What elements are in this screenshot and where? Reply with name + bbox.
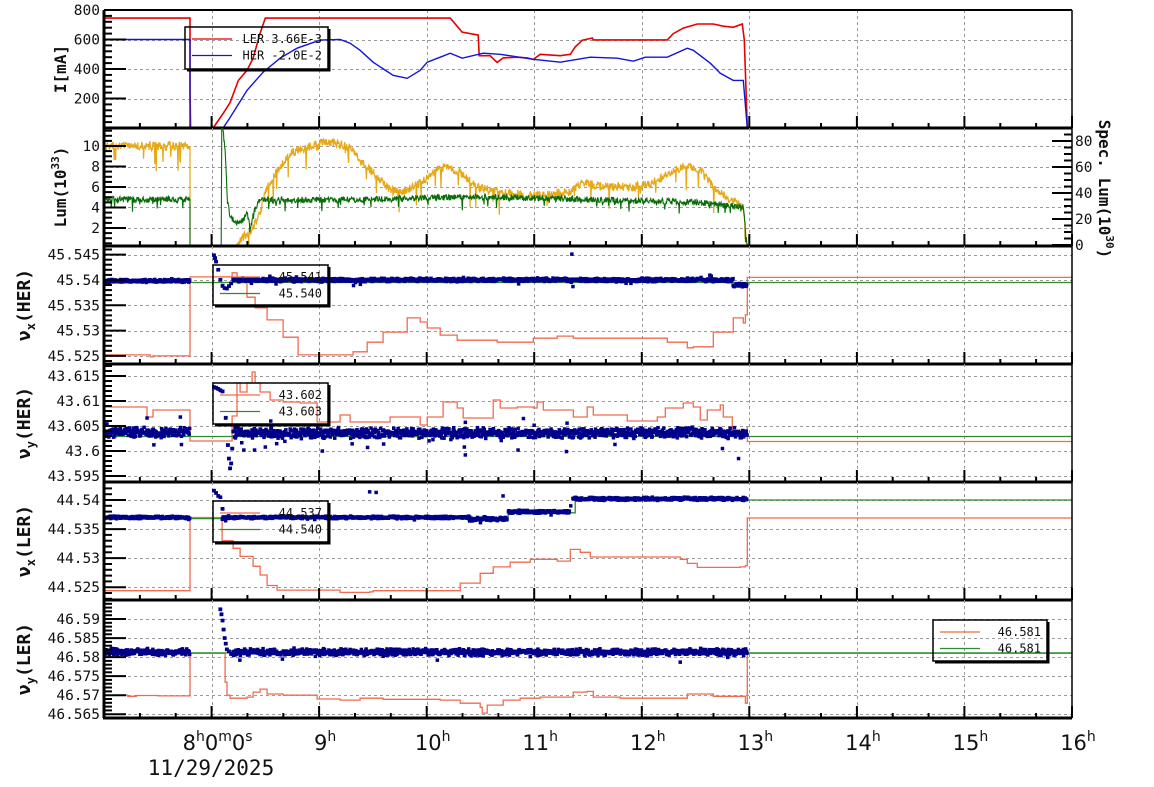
y-tick-label: 44.525 (48, 580, 100, 596)
right-y-axis-title-main: Spec. Lum(10 (1095, 120, 1114, 236)
right-y-tick-label: 0 (1075, 238, 1084, 254)
x-tick-value: 8 (183, 731, 196, 755)
y-axis-title: νx(HER) (14, 269, 38, 341)
y-tick-label: 44.54 (56, 493, 100, 509)
x-tick-value: 9 (314, 731, 327, 755)
right-y-tick-label: 80 (1075, 134, 1092, 150)
x-tick-unit: h (327, 729, 336, 745)
x-tick-unit: h (549, 729, 558, 745)
y-axis-title: νy(HER) (14, 387, 38, 459)
y-axis-title-main: I[mA] (51, 45, 70, 93)
x-axis-date-label: 11/29/2025 (148, 756, 274, 780)
right-y-axis-title-superscript: 30 (1103, 235, 1116, 248)
legend-label: 43.602 (279, 388, 322, 402)
x-tick-label: 8h0m0s (183, 729, 253, 755)
y-axis-title-rest: (HER) (14, 269, 35, 323)
x-tick-value: 14 (845, 731, 872, 755)
x-tick-unit: h (764, 729, 773, 745)
x-tick-value: 16 (1060, 731, 1087, 755)
y-tick-label: 45.53 (56, 324, 100, 340)
y-axis-title-subscript: y (24, 677, 38, 684)
x-tick-unit: h (979, 729, 988, 745)
x-tick-value: 12 (630, 731, 657, 755)
legend-label: 45.540 (279, 287, 322, 301)
y-tick-label: 46.575 (48, 669, 100, 685)
right-y-tick-label: 40 (1075, 186, 1092, 202)
x-tick-value: 13 (737, 731, 764, 755)
y-tick-label: 43.615 (48, 369, 100, 385)
y-tick-label: 46.59 (56, 612, 100, 628)
y-tick-label: 2 (91, 221, 100, 237)
y-tick-label: 600 (74, 33, 100, 49)
y-tick-label: 43.61 (56, 394, 100, 410)
legend-label: 44.537 (279, 506, 322, 520)
x-tick-value: 0 (232, 731, 245, 755)
y-tick-label: 8 (91, 160, 100, 176)
y-axis-title-main: ν (14, 330, 35, 341)
legend-label: LER 3.66E-3 (243, 32, 322, 46)
y-tick-label: 46.57 (56, 688, 100, 704)
x-tick-value: 0 (205, 731, 218, 755)
y-tick-label: 6 (91, 180, 100, 196)
y-axis-title-rest: (LER) (14, 623, 35, 677)
right-y-tick-label: 60 (1075, 160, 1092, 176)
x-tick-unit: h (872, 729, 881, 745)
y-tick-label: 44.53 (56, 551, 100, 567)
y-axis-title: I[mA] (51, 45, 70, 93)
y-axis-title-rest: (HER) (14, 387, 35, 441)
x-tick-unit: m (218, 729, 232, 745)
y-axis-title-subscript: x (24, 323, 38, 330)
legend-label: 43.603 (279, 405, 322, 419)
legend-label: 46.581 (998, 642, 1041, 656)
y-tick-label: 46.565 (48, 707, 100, 723)
x-tick-value: 11 (522, 731, 549, 755)
right-y-tick-label: 20 (1075, 212, 1092, 228)
y-tick-label: 44.535 (48, 522, 100, 538)
y-axis-title-main: ν (14, 448, 35, 459)
legend-label: 44.540 (279, 523, 322, 537)
legend-label: 46.581 (998, 625, 1041, 639)
y-tick-label: 800 (74, 3, 100, 19)
y-tick-label: 45.525 (48, 349, 100, 365)
y-axis-title-subscript: x (24, 559, 38, 566)
y-axis-title: νy(LER) (14, 623, 38, 695)
x-tick-unit: h (657, 729, 666, 745)
y-axis-title-rest: ) (51, 147, 70, 157)
x-tick-unit: s (245, 729, 252, 745)
x-tick-value: 10 (415, 731, 442, 755)
y-tick-label: 45.545 (48, 248, 100, 264)
y-tick-label: 4 (91, 201, 100, 217)
y-tick-label: 43.605 (48, 419, 100, 435)
y-tick-label: 43.595 (48, 469, 100, 485)
x-tick-unit: h (442, 729, 451, 745)
y-tick-label: 46.585 (48, 631, 100, 647)
legend-label: 45.541 (279, 270, 322, 284)
y-tick-label: 400 (74, 62, 100, 78)
y-tick-label: 46.58 (56, 650, 100, 666)
y-tick-label: 45.535 (48, 298, 100, 314)
legend-label: HER -2.0E-2 (243, 49, 322, 63)
x-tick-unit: h (196, 729, 205, 745)
y-axis-title-main: ν (14, 566, 35, 577)
y-axis-title-subscript: y (24, 441, 38, 448)
y-tick-label: 43.6 (65, 444, 100, 460)
y-axis-title-superscript: 33 (49, 156, 62, 169)
y-tick-label: 10 (83, 139, 100, 155)
y-axis-title: νx(LER) (14, 505, 38, 577)
y-tick-label: 45.54 (56, 273, 100, 289)
right-y-axis-title-rest: ) (1095, 249, 1114, 259)
y-tick-label: 200 (74, 92, 100, 108)
y-axis-title-main: Lum(10 (51, 170, 70, 228)
x-tick-value: 15 (953, 731, 980, 755)
y-axis-title-rest: (LER) (14, 505, 35, 559)
x-tick-unit: h (1087, 729, 1096, 745)
y-axis-title-main: ν (14, 684, 35, 695)
